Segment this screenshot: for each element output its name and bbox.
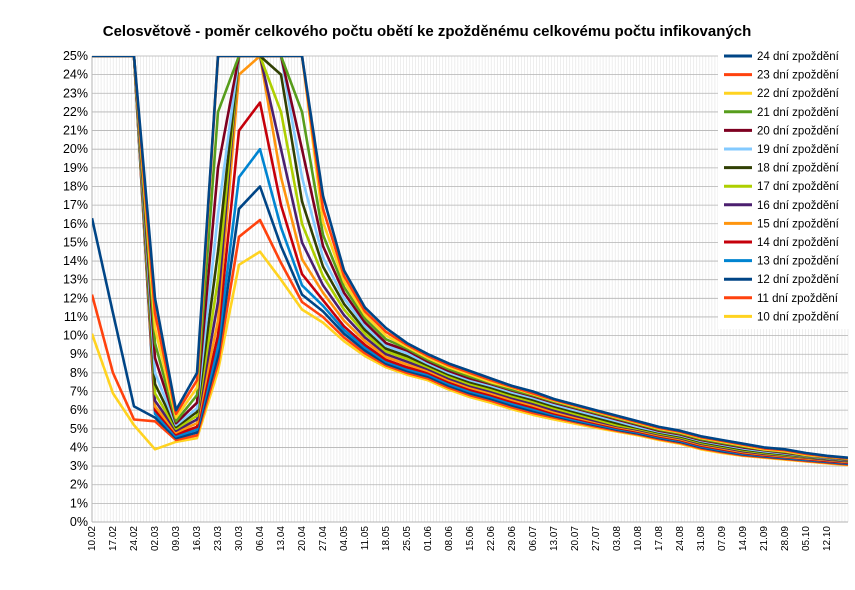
y-tick-label: 17% (63, 198, 88, 212)
y-tick-label: 13% (63, 273, 88, 287)
x-tick-label: 06.04 (255, 526, 266, 551)
y-tick-label: 3% (70, 459, 88, 473)
y-tick-label: 24% (63, 68, 88, 82)
y-tick-label: 5% (70, 422, 88, 436)
legend-label: 20 dní zpoždění (757, 125, 840, 137)
y-tick-label: 23% (63, 86, 88, 100)
x-tick-label: 09.03 (171, 526, 182, 551)
x-tick-label: 17.08 (654, 526, 665, 551)
x-tick-label: 16.03 (192, 526, 203, 551)
x-tick-label: 27.04 (318, 526, 329, 551)
y-tick-label: 21% (63, 124, 88, 138)
x-tick-label: 13.04 (276, 526, 287, 551)
x-tick-label: 10.08 (633, 526, 644, 551)
x-tick-label: 13.07 (549, 526, 560, 551)
x-tick-label: 11.05 (360, 526, 371, 551)
legend-label: 13 dní zpoždění (757, 256, 840, 268)
y-tick-label: 14% (63, 254, 88, 268)
x-tick-label: 22.06 (486, 526, 497, 551)
y-tick-label: 25% (63, 49, 88, 63)
x-tick-label: 14.09 (738, 526, 749, 551)
y-tick-label: 8% (70, 366, 88, 380)
legend-label: 14 dní zpoždění (757, 237, 840, 249)
legend-label: 16 dní zpoždění (757, 200, 840, 212)
x-tick-label: 08.06 (444, 526, 455, 551)
y-tick-label: 20% (63, 142, 88, 156)
x-tick-label: 06.07 (528, 526, 539, 551)
x-tick-label: 01.06 (423, 526, 434, 551)
y-tick-label: 15% (63, 235, 88, 249)
x-tick-label: 03.08 (612, 526, 623, 551)
x-tick-label: 18.05 (381, 526, 392, 551)
legend: 24 dní zpoždění 23 dní zpoždění 22 dní zpo… (724, 51, 840, 323)
x-tick-label: 27.07 (591, 526, 602, 551)
y-tick-label: 12% (63, 291, 88, 305)
x-tick-label: 12.10 (822, 526, 833, 551)
series-lines (92, 56, 848, 467)
y-tick-label: 10% (63, 329, 88, 343)
x-tick-label: 31.08 (696, 526, 707, 551)
x-tick-label: 02.03 (150, 526, 161, 551)
x-tick-label: 17.02 (108, 526, 119, 551)
x-tick-label: 29.06 (507, 526, 518, 551)
legend-label: 12 dní zpoždění (757, 274, 840, 286)
y-tick-label: 2% (70, 478, 88, 492)
y-tick-label: 0% (70, 515, 88, 529)
x-tick-label: 10.02 (87, 526, 98, 551)
legend-label: 17 dní zpoždění (757, 181, 840, 193)
x-tick-label: 05.10 (801, 526, 812, 551)
x-tick-label: 04.05 (339, 526, 350, 551)
legend-label: 21 dní zpoždění (757, 107, 840, 119)
legend-label: 23 dní zpoždění (757, 70, 840, 82)
y-tick-label: 19% (63, 161, 88, 175)
y-tick-label: 9% (70, 347, 88, 361)
x-tick-label: 25.05 (402, 526, 413, 551)
x-tick-label: 24.02 (129, 526, 140, 551)
y-tick-label: 6% (70, 403, 88, 417)
x-tick-label: 20.04 (297, 526, 308, 551)
x-tick-label: 30.03 (234, 526, 245, 551)
axes: 0% 1% 2% 3% 4% 5% 6% 7% 8% 9% 10% 11% 12% 13% 14% 15% 16… (63, 49, 848, 551)
x-tick-label: 28.09 (780, 526, 791, 551)
legend-label: 24 dní zpoždění (757, 51, 840, 63)
chart-title: Celosvětově - poměr celkového počtu obět… (103, 23, 752, 40)
x-tick-label: 15.06 (465, 526, 476, 551)
y-tick-label: 22% (63, 105, 88, 119)
legend-label: 11 dní zpoždění (757, 293, 839, 305)
x-tick-label: 24.08 (675, 526, 686, 551)
y-tick-label: 1% (70, 496, 88, 510)
legend-label: 18 dní zpoždění (757, 163, 840, 175)
x-tick-label: 23.03 (213, 526, 224, 551)
legend-label: 10 dní zpoždění (757, 311, 840, 323)
y-tick-label: 18% (63, 179, 88, 193)
x-tick-label: 20.07 (570, 526, 581, 551)
y-tick-label: 7% (70, 385, 88, 399)
legend-label: 19 dní zpoždění (757, 144, 840, 156)
y-tick-label: 11% (64, 310, 88, 324)
x-tick-label: 07.09 (717, 526, 728, 551)
series-line (92, 56, 848, 459)
x-tick-label: 21.09 (759, 526, 770, 551)
legend-label: 15 dní zpoždění (757, 218, 840, 230)
y-tick-label: 4% (70, 440, 88, 454)
legend-label: 22 dní zpoždění (757, 88, 840, 100)
y-tick-label: 16% (63, 217, 88, 231)
